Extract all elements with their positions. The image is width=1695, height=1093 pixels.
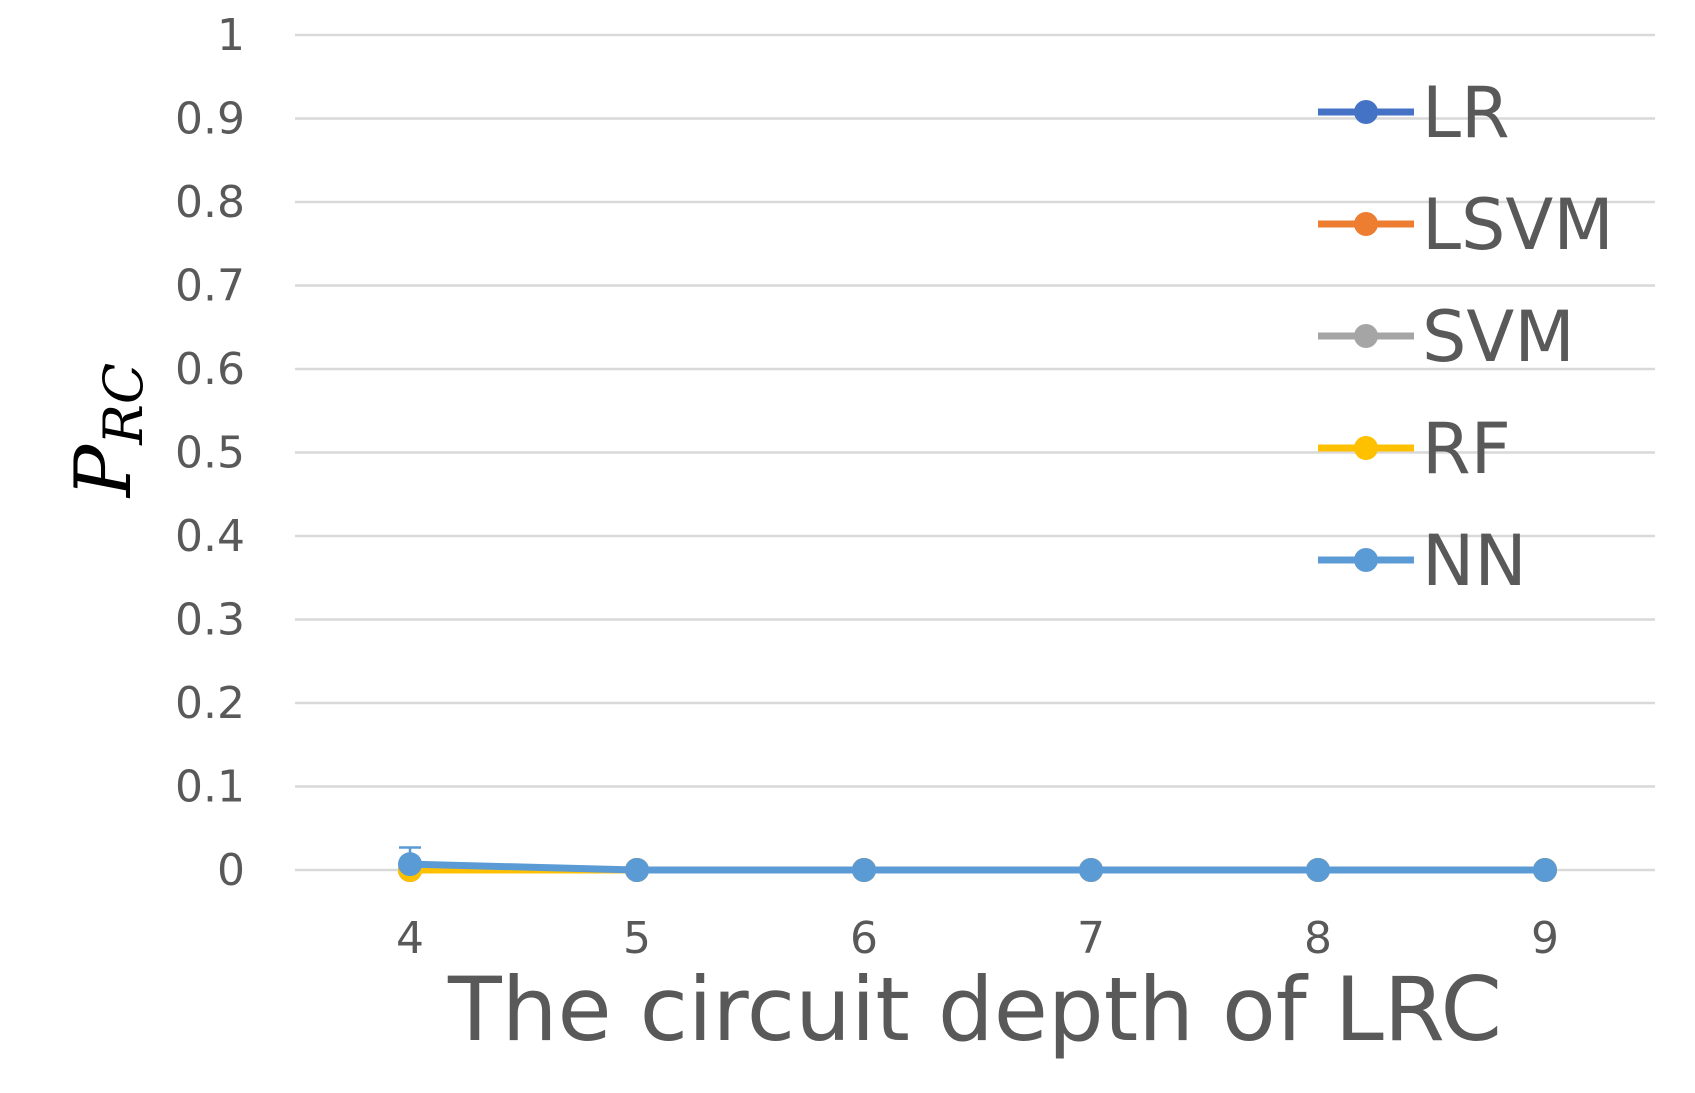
y-tick-label: 0.9 [175,94,245,145]
y-tick-label: 0.5 [175,428,245,479]
x-tick-label: 5 [623,913,651,964]
data-point-nn [1079,858,1103,882]
y-tick-label: 0 [217,845,245,896]
y-tick-label: 0.7 [175,261,245,312]
series-lines [398,846,1557,882]
legend-item-nn: NN [1318,520,1527,602]
legend-label: LSVM [1422,184,1614,266]
legend-label: LR [1422,72,1510,154]
y-axis-ticks: 0 0.1 0.2 0.3 0.4 0.5 0.6 0.7 0.8 0.9 1 [175,10,245,896]
legend-label: RF [1422,408,1511,490]
y-tick-label: 0.1 [175,762,245,813]
x-tick-label: 7 [1077,913,1105,964]
x-axis-ticks: 4 5 6 7 8 9 [396,913,1559,964]
y-axis-title-main: P [59,443,149,499]
legend-marker [1354,548,1378,572]
y-tick-label: 0.2 [175,678,245,729]
legend-marker [1354,324,1378,348]
legend-item-lsvm: LSVM [1318,184,1614,266]
x-tick-label: 8 [1304,913,1332,964]
y-axis-title-subscript: RC [92,363,155,446]
data-point-nn [625,858,649,882]
x-tick-label: 6 [850,913,878,964]
legend-label: SVM [1422,296,1575,378]
series-line-nn [409,860,1545,874]
x-tick-label: 4 [396,913,424,964]
legend-label: NN [1422,520,1527,602]
series-nn [398,846,1557,882]
data-point-nn [1306,858,1330,882]
y-axis-title: PRC [59,363,155,499]
data-point-nn [1533,858,1557,882]
data-point-nn [398,852,422,877]
legend-marker [1354,212,1378,236]
legend-item-rf: RF [1318,408,1511,490]
x-tick-label: 9 [1531,913,1559,964]
gridlines [295,33,1655,872]
legend: LR LSVM SVM RF NN [1318,72,1614,602]
y-tick-label: 0.8 [175,177,245,228]
legend-marker [1354,436,1378,460]
x-axis-title: The circuit depth of LRC [447,958,1502,1061]
y-tick-label: 0.3 [175,595,245,646]
legend-item-svm: SVM [1318,296,1575,378]
legend-marker [1354,100,1378,124]
data-point-nn [852,858,876,882]
legend-item-lr: LR [1318,72,1510,154]
y-tick-label: 0.6 [175,344,245,395]
y-tick-label: 0.4 [175,511,245,562]
y-tick-label: 1 [217,10,245,61]
